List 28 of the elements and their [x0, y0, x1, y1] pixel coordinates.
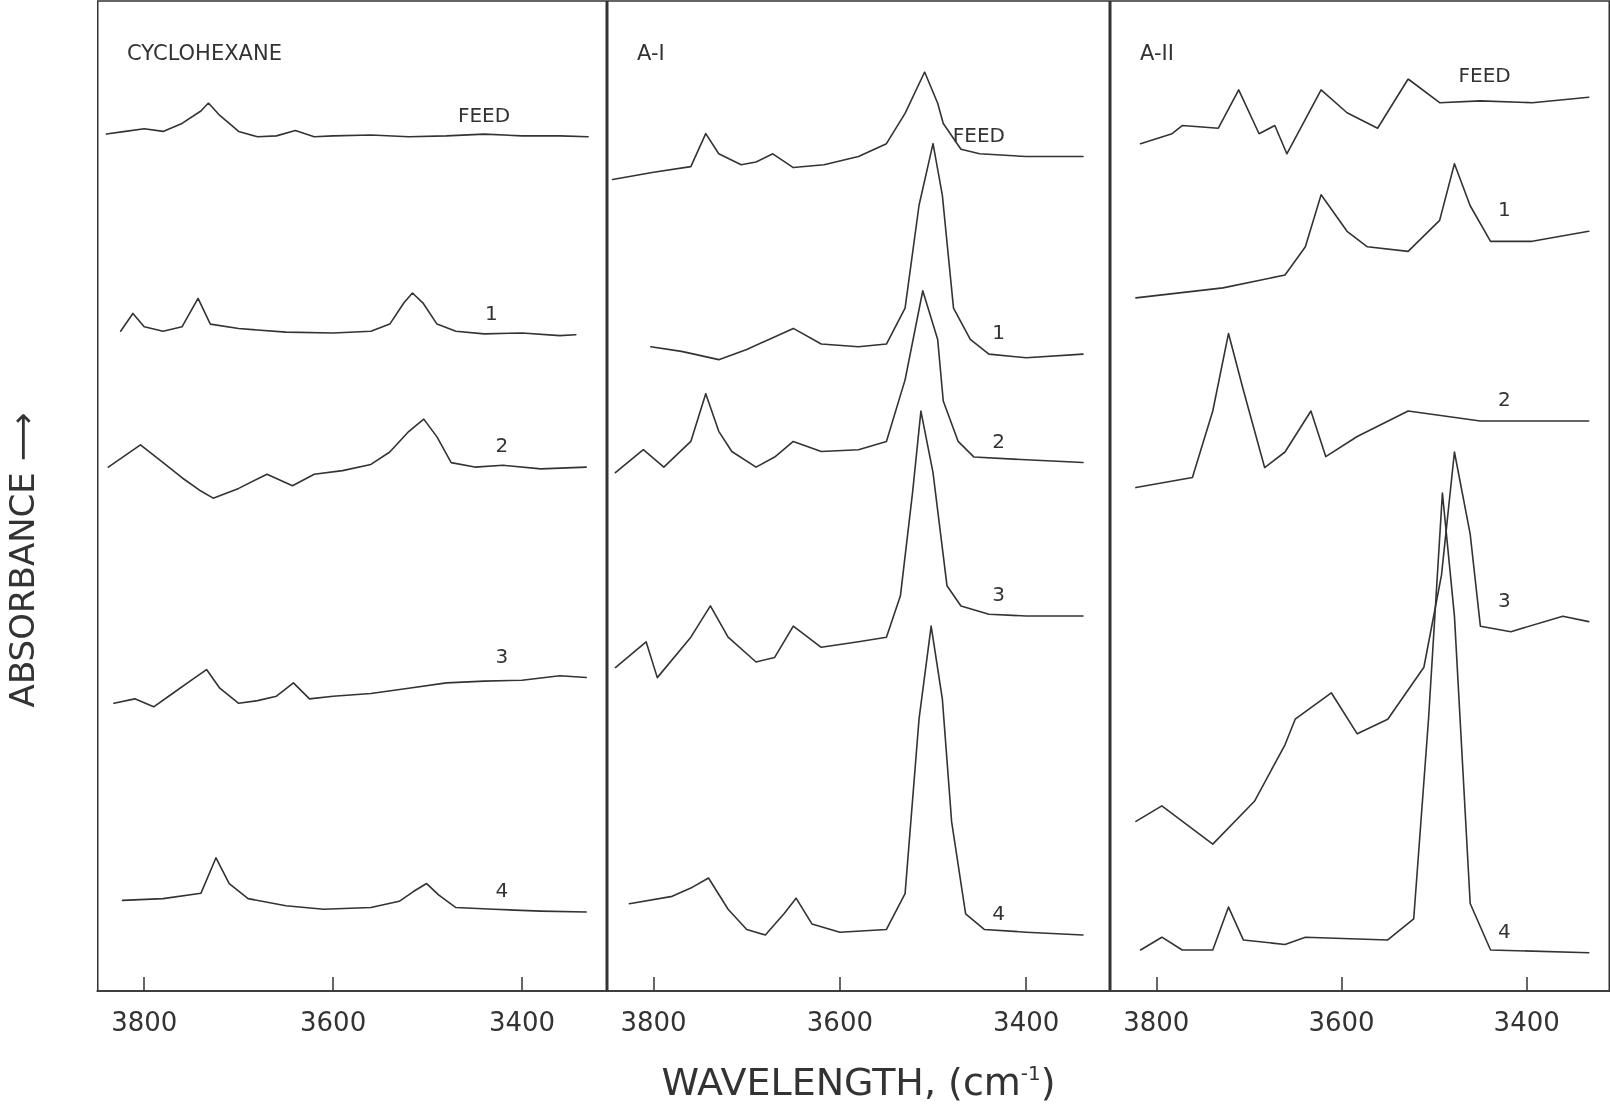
- x-tick-label: 3400: [488, 1007, 556, 1037]
- series-label: 1: [992, 320, 1005, 345]
- x-tick-label: 3800: [620, 1007, 687, 1037]
- x-tick-label: 3600: [806, 1007, 873, 1037]
- series-label: 3: [495, 643, 509, 668]
- x-tick-label: 3400: [993, 1007, 1060, 1037]
- series-label: 2: [495, 433, 509, 458]
- x-tick-label: 3800: [111, 1007, 178, 1037]
- series-label: 2: [1497, 387, 1511, 411]
- series-label: FEED: [457, 102, 511, 127]
- chart-title: A-II: [1140, 40, 1174, 65]
- y-axis-title: ABSORBANCE ⟶: [2, 412, 42, 708]
- series-label: 3: [1497, 587, 1511, 612]
- series-label: 4: [495, 877, 509, 902]
- x-tick-label: 3400: [1493, 1007, 1560, 1037]
- series-label: 1: [1497, 197, 1511, 222]
- chart-title: A-I: [637, 40, 665, 65]
- x-tick-label: 3600: [1308, 1007, 1375, 1037]
- series-label: FEED: [1458, 63, 1511, 88]
- chart-title: CYCLOHEXANE: [127, 40, 282, 65]
- series-label: 2: [992, 428, 1005, 453]
- series-label: 3: [992, 582, 1005, 607]
- series-label: 4: [992, 900, 1005, 925]
- series-label: FEED: [952, 122, 1005, 147]
- x-tick-label: 3600: [300, 1007, 367, 1037]
- series-label: 4: [1497, 918, 1511, 943]
- series-label: 1: [485, 300, 498, 325]
- x-tick-label: 3800: [1123, 1007, 1190, 1037]
